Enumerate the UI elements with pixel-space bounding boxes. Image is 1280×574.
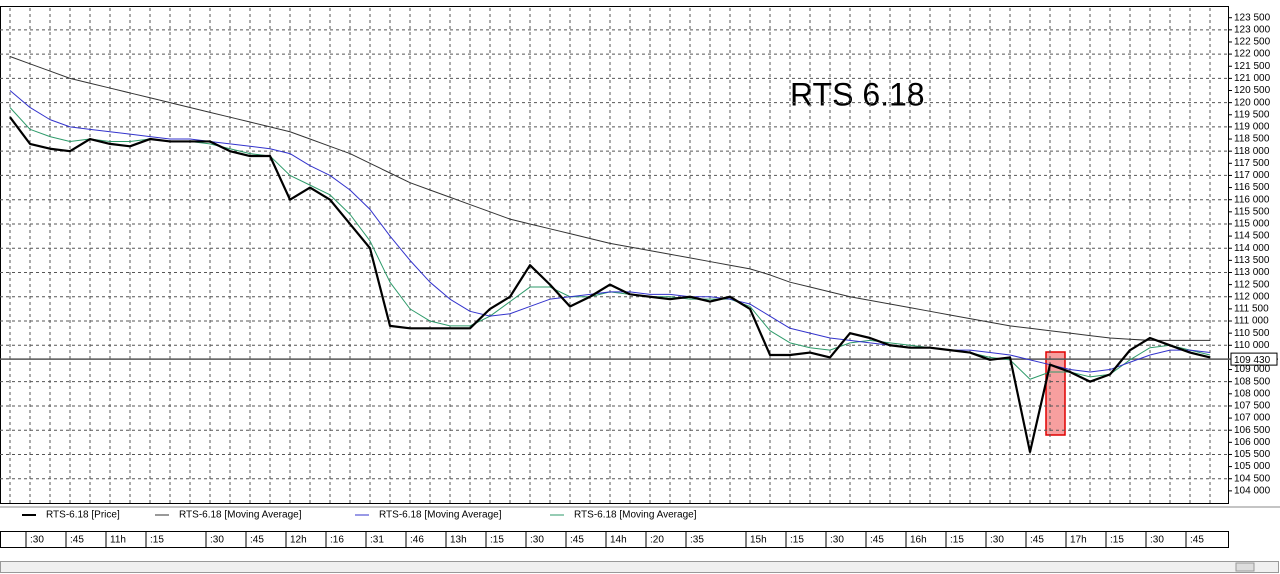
scrollbar[interactable]: [0, 561, 1279, 573]
y-tick-label: 111 000: [1234, 316, 1269, 327]
legend-label: RTS-6.18 [Price]: [46, 510, 120, 521]
y-tick-label: 120 000: [1234, 97, 1271, 108]
y-tick-label: 112 000: [1234, 291, 1270, 302]
y-tick-label: 121 000: [1234, 73, 1271, 84]
x-tick-label: :30: [990, 535, 1004, 546]
x-tick-label: :15: [950, 535, 964, 546]
y-tick-label: 106 500: [1234, 425, 1271, 436]
series-line: [9, 56, 1210, 341]
x-tick-label: 14h: [610, 535, 627, 546]
legend-label: RTS-6.18 [Moving Average]: [574, 510, 697, 521]
y-tick-label: 105 500: [1234, 449, 1271, 460]
y-tick-label: 122 500: [1234, 37, 1271, 48]
y-tick-label: 118 500: [1234, 134, 1270, 145]
last-price-label: 109 430: [1234, 355, 1271, 366]
x-tick-label: :45: [70, 535, 84, 546]
y-tick-label: 119 000: [1234, 122, 1270, 133]
x-tick-label: :15: [150, 535, 164, 546]
y-tick-label: 110 000: [1234, 340, 1270, 351]
series-line: [9, 116, 1211, 454]
y-tick-label: 105 000: [1234, 461, 1271, 472]
x-tick-label: :30: [530, 535, 544, 546]
y-tick-label: 118 000: [1234, 146, 1270, 157]
y-tick-label: 108 500: [1234, 376, 1271, 387]
y-tick-label: 112 500: [1234, 279, 1270, 290]
y-tick-label: 113 000: [1234, 267, 1270, 278]
x-tick-label: 13h: [450, 535, 467, 546]
y-tick-label: 114 000: [1234, 243, 1270, 254]
x-tick-label: 15h: [750, 535, 767, 546]
highlight-box: [1045, 351, 1066, 436]
x-tick-label: :16: [330, 535, 344, 546]
y-tick-label: 119 500: [1234, 109, 1270, 120]
x-tick-label: 17h: [1070, 535, 1087, 546]
last-price-box: [1230, 352, 1278, 366]
y-tick-label: 114 500: [1234, 231, 1270, 242]
plot-frame: [0, 6, 1229, 504]
y-tick-label: 123 500: [1234, 12, 1271, 23]
legend-label: RTS-6.18 [Moving Average]: [179, 510, 302, 521]
y-tick-label: 109 000: [1234, 364, 1271, 375]
x-tick-label: 11h: [110, 535, 126, 546]
y-tick-label: 111 500: [1234, 304, 1269, 315]
y-tick-label: 117 500: [1234, 158, 1270, 169]
chart-title: RTS 6.18: [790, 76, 925, 112]
y-tick-label: 106 000: [1234, 437, 1271, 448]
y-tick-label: 117 000: [1234, 170, 1270, 181]
x-tick-label: 12h: [290, 535, 307, 546]
y-tick-label: 104 500: [1234, 473, 1271, 484]
x-tick-label: :35: [690, 535, 704, 546]
x-tick-label: :45: [1190, 535, 1204, 546]
y-tick-label: 120 500: [1234, 85, 1271, 96]
y-tick-label: 116 500: [1234, 182, 1270, 193]
legend-label: RTS-6.18 [Moving Average]: [379, 510, 502, 521]
y-tick-label: 116 000: [1234, 194, 1270, 205]
x-tick-label: :15: [1110, 535, 1124, 546]
x-tick-label: :30: [30, 535, 44, 546]
x-tick-label: :45: [870, 535, 884, 546]
y-tick-label: 110 500: [1234, 328, 1270, 339]
y-tick-label: 122 000: [1234, 49, 1271, 60]
y-tick-label: 107 000: [1234, 413, 1271, 424]
x-tick-label: :45: [250, 535, 264, 546]
x-tick-label: :45: [1030, 535, 1044, 546]
y-tick-label: 115 000: [1234, 219, 1270, 230]
x-tick-label: :46: [410, 535, 424, 546]
y-tick-label: 107 500: [1234, 401, 1271, 412]
x-tick-label: :15: [490, 535, 504, 546]
y-tick-label: 123 000: [1234, 24, 1271, 35]
x-tick-label: :15: [790, 535, 804, 546]
x-tick-label: :45: [570, 535, 584, 546]
x-tick-label: :20: [650, 535, 664, 546]
x-tick-label: :31: [370, 535, 384, 546]
y-tick-label: 108 000: [1234, 388, 1271, 399]
time-strip: [0, 531, 1229, 548]
y-tick-label: 115 500: [1234, 206, 1270, 217]
x-tick-label: :30: [830, 535, 844, 546]
x-tick-label: :30: [210, 535, 224, 546]
y-tick-label: 104 000: [1234, 486, 1271, 497]
x-tick-label: 16h: [910, 535, 927, 546]
y-tick-label: 113 500: [1234, 255, 1270, 266]
scroll-thumb[interactable]: [1235, 562, 1255, 572]
x-tick-label: :30: [1150, 535, 1164, 546]
y-tick-label: 121 500: [1234, 61, 1271, 72]
